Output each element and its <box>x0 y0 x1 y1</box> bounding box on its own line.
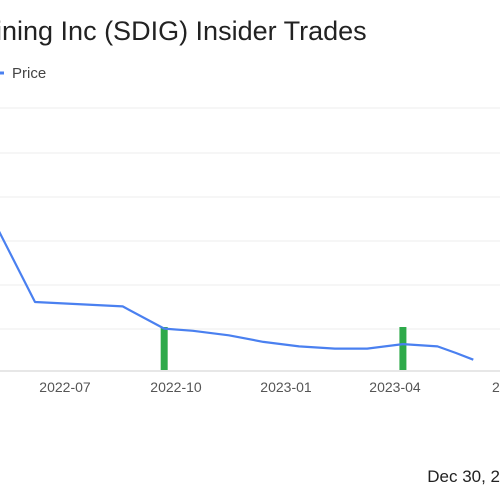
gridlines <box>0 107 500 330</box>
x-axis-ticks: 2022-07 2022-10 2023-01 2023-04 202 <box>39 379 500 395</box>
price-series <box>0 230 474 361</box>
insider-trade-bar-2 <box>399 327 407 370</box>
chart-title: ining Inc (SDIG) Insider Trades <box>0 16 367 46</box>
x-tick-label: 2023-01 <box>260 379 312 395</box>
insider-trades <box>160 327 407 370</box>
footer-date: Dec 30, 2 <box>427 467 500 486</box>
legend: Price <box>0 65 46 82</box>
x-tick-label: 2023-04 <box>369 379 421 395</box>
insider-trade-bar-1 <box>160 327 168 370</box>
x-tick-label: 2022-10 <box>150 379 202 395</box>
x-tick-label: 2022-07 <box>39 379 91 395</box>
x-tick-label: 202 <box>492 379 500 395</box>
legend-price-label: Price <box>12 65 46 82</box>
price-line <box>0 230 474 361</box>
